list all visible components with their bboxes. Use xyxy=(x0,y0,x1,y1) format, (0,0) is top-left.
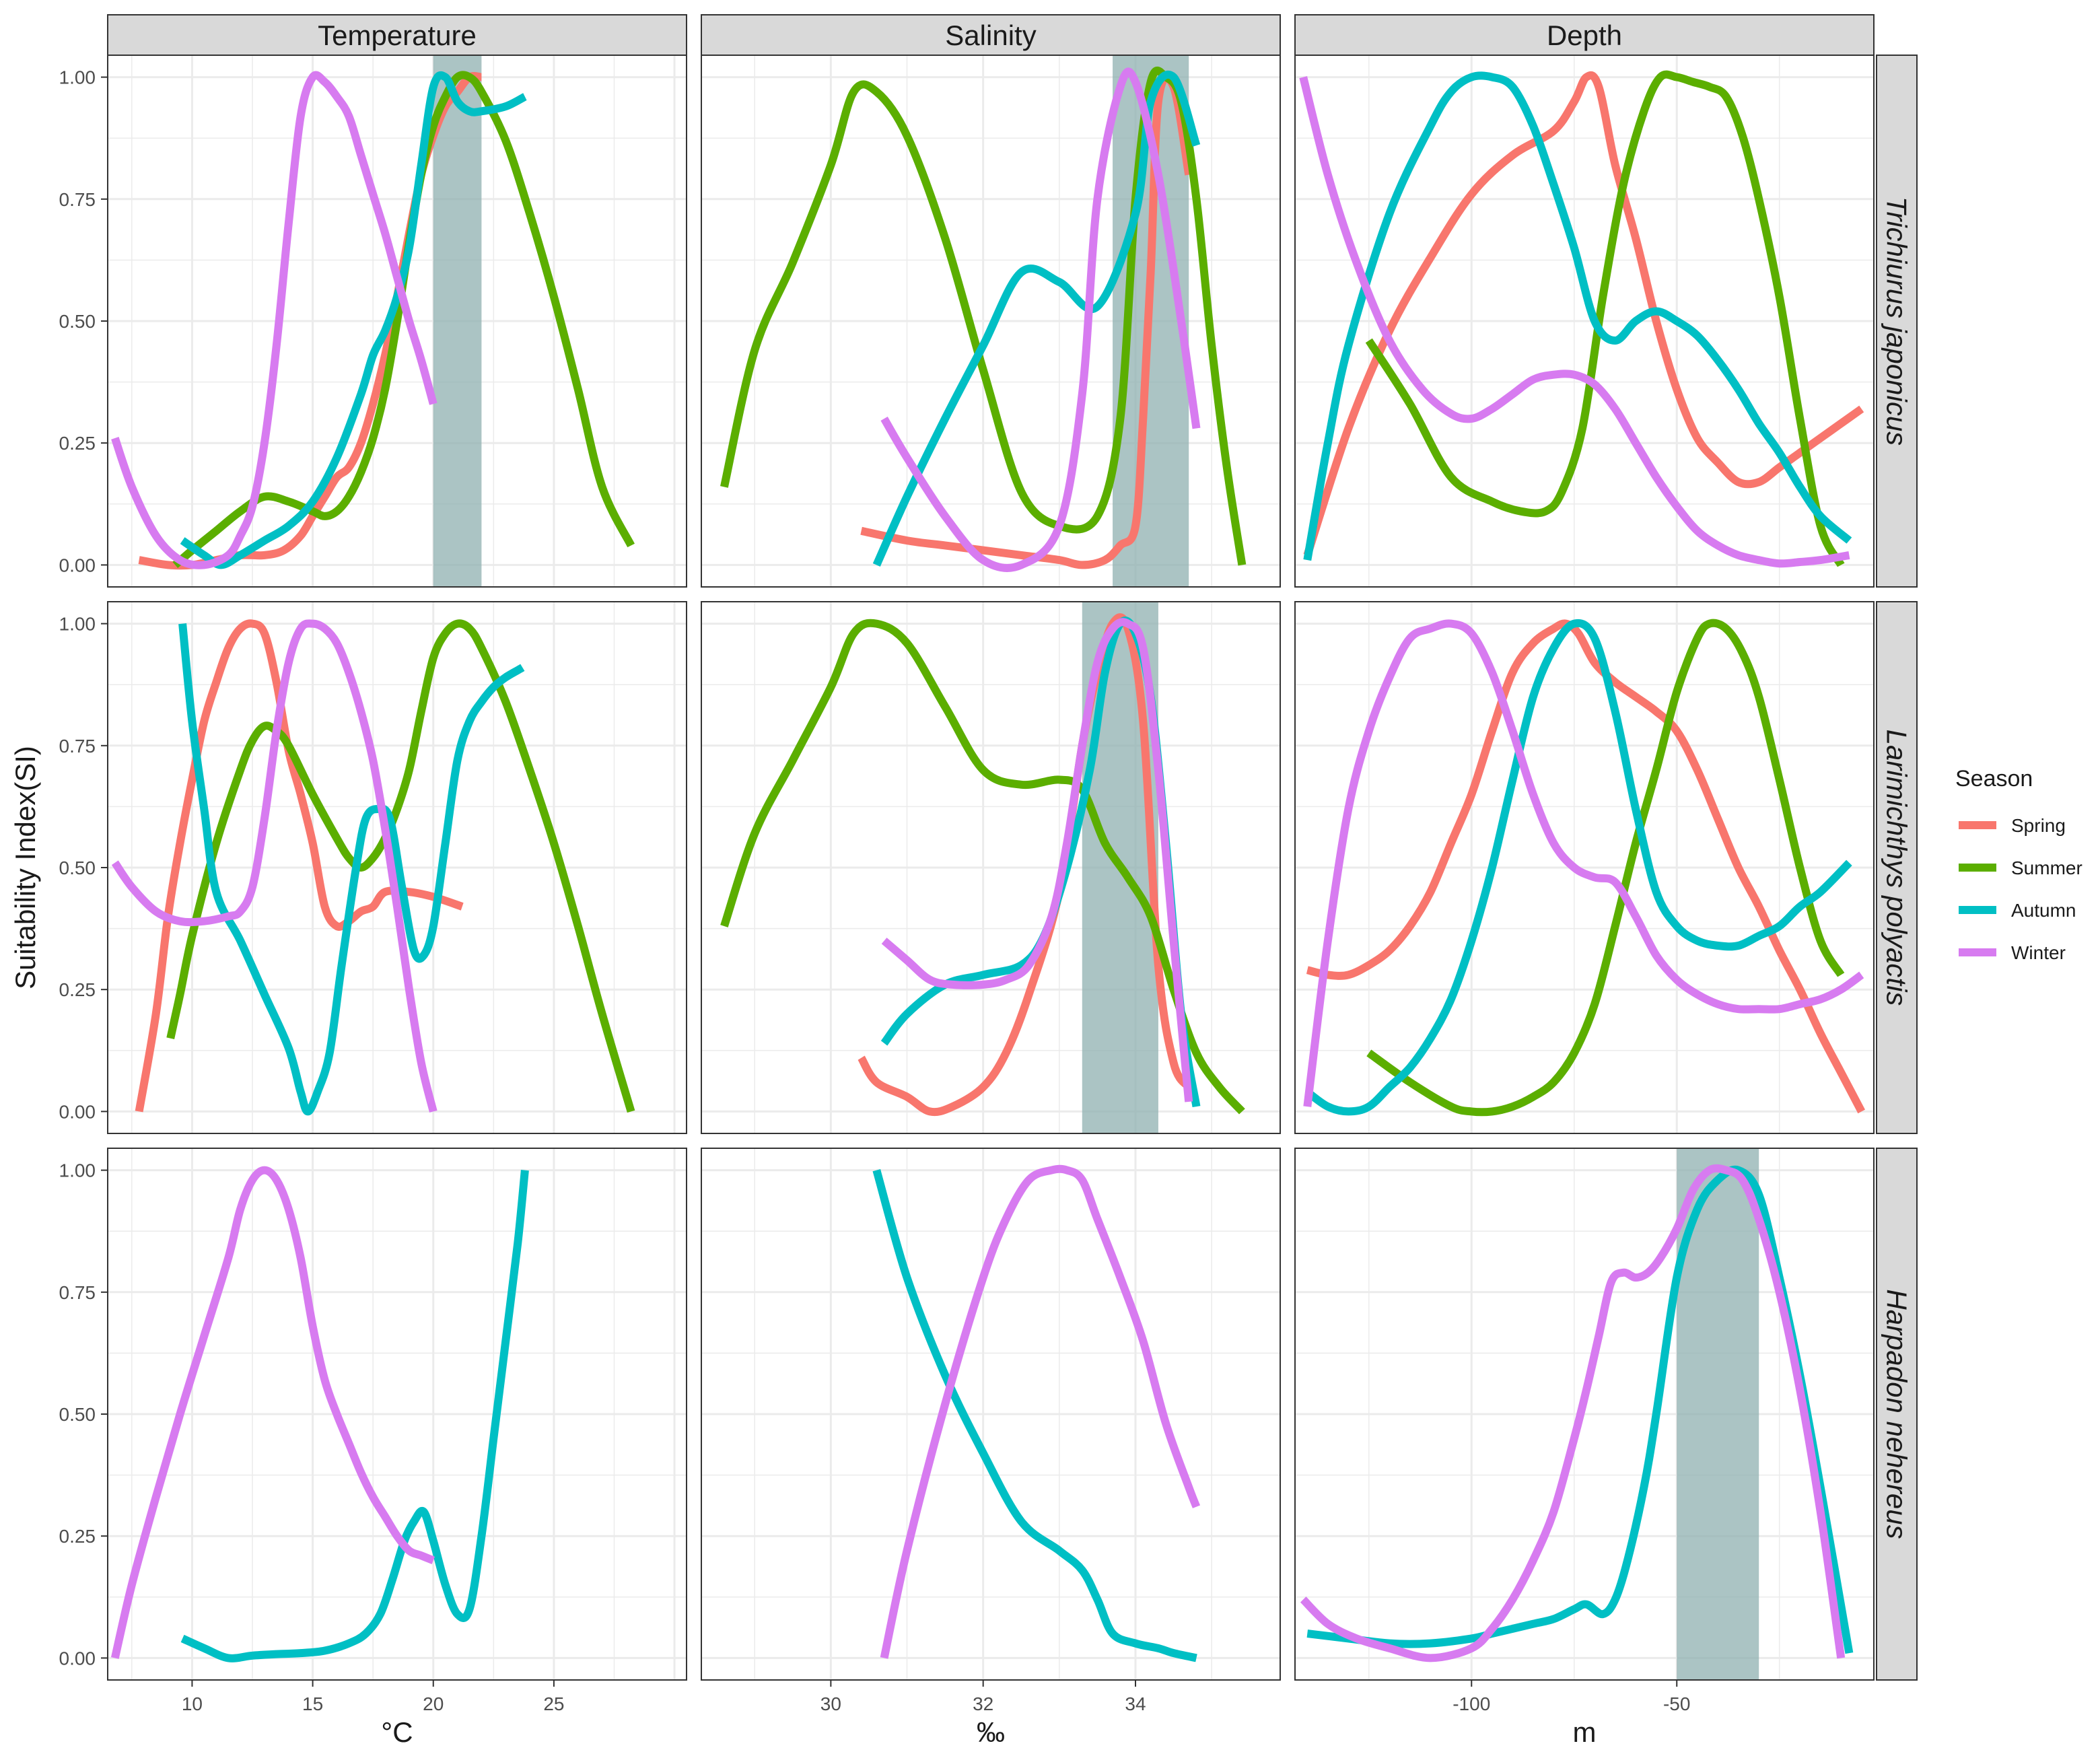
y-tick-label: 1.00 xyxy=(59,1160,96,1181)
x-tick-label: -100 xyxy=(1452,1693,1490,1714)
x-tick-label: 32 xyxy=(973,1693,993,1714)
series-line-summer xyxy=(1365,70,1845,567)
y-tick-label: 0.00 xyxy=(59,1101,96,1122)
panel-r2-c0 xyxy=(108,1148,687,1680)
strip-background xyxy=(1876,601,1918,1134)
x-tick-label: 25 xyxy=(543,1693,564,1714)
y-tick-label: 1.00 xyxy=(59,67,96,88)
strip-label: Salinity xyxy=(945,20,1036,51)
x-tick-label: 30 xyxy=(820,1693,841,1714)
strip-row-1: Larimichthys polyactis xyxy=(1876,601,1918,1134)
species-label: Larimichthys polyactis xyxy=(1881,730,1913,1006)
panel-r1-c2 xyxy=(1295,602,1874,1133)
y-axis-title: Suitability Index(SI) xyxy=(9,746,41,989)
series-line-summer xyxy=(720,67,1247,566)
y-tick-label: 0.00 xyxy=(59,555,96,575)
strip-background xyxy=(1876,55,1918,588)
series-line-winter xyxy=(880,1164,1201,1659)
series-line-autumn xyxy=(872,70,1201,567)
series-line-autumn xyxy=(1304,619,1852,1116)
series-line-winter xyxy=(111,619,438,1113)
strip-column-0: Temperature xyxy=(107,14,687,56)
y-tick-label: 1.00 xyxy=(59,614,96,635)
y-tick-label: 0.00 xyxy=(59,1648,96,1669)
strip-background xyxy=(1294,14,1875,56)
legend: Season Spring Summer Autumn Winter xyxy=(1955,766,2082,963)
legend-label: Autumn xyxy=(2011,900,2076,921)
strip-label: Depth xyxy=(1547,20,1622,51)
y-tick-label: 0.50 xyxy=(59,311,96,332)
series-line-spring xyxy=(135,619,464,1113)
y-tick-label: 0.25 xyxy=(59,1526,96,1547)
series-line-winter xyxy=(881,618,1193,1102)
x-tick-label: 34 xyxy=(1125,1693,1146,1714)
panel-border xyxy=(701,1148,1281,1681)
species-label: Harpadon nehereus xyxy=(1881,1289,1913,1539)
panel-2-1-data xyxy=(872,1164,1201,1662)
series-line-summer xyxy=(1366,619,1845,1117)
strip-background xyxy=(701,14,1281,56)
series-line-autumn xyxy=(1303,71,1852,561)
strip-row-0: Trichiurus japonicus xyxy=(1876,55,1918,588)
series-line-summer xyxy=(720,619,1245,1115)
x-tick-label: 20 xyxy=(423,1693,444,1714)
panel-2-2-data xyxy=(1300,1148,1854,1680)
panel-1-1-data xyxy=(720,602,1245,1133)
strip-row-2: Harpadon nehereus xyxy=(1876,1148,1918,1681)
y-tick-label: 0.25 xyxy=(59,433,96,454)
legend-label: Summer xyxy=(2011,857,2082,878)
panel-1-0-data xyxy=(111,619,635,1116)
y-tick-label: 0.75 xyxy=(59,1282,96,1303)
series-line-spring xyxy=(1303,71,1864,557)
panel-border xyxy=(1294,601,1875,1134)
strip-background xyxy=(107,14,687,56)
panel-border xyxy=(701,601,1281,1134)
panel-border xyxy=(1294,1148,1875,1681)
series-line-autumn xyxy=(180,1170,529,1662)
series-line-winter xyxy=(111,71,438,569)
x-tick-label: 15 xyxy=(302,1693,323,1714)
species-label: Trichiurus japonicus xyxy=(1881,197,1913,446)
legend-label: Winter xyxy=(2011,942,2066,963)
strip-column-1: Salinity xyxy=(701,14,1281,56)
panel-2-0-data xyxy=(110,1166,529,1662)
panel-r2-c1 xyxy=(701,1148,1280,1680)
optimal-range-band xyxy=(433,55,482,587)
panel-0-1-data xyxy=(720,55,1247,587)
x-tick-label: -50 xyxy=(1663,1693,1690,1714)
series-line-autumn xyxy=(178,623,525,1116)
y-tick-label: 0.75 xyxy=(59,189,96,210)
series-line-winter xyxy=(110,1166,435,1659)
x-axis-title: m xyxy=(1573,1716,1597,1748)
x-axis-title: ‰ xyxy=(977,1716,1005,1748)
strip-background xyxy=(1876,1148,1918,1681)
x-tick-label: 10 xyxy=(182,1693,203,1714)
series-line-winter xyxy=(1300,1164,1846,1662)
y-tick-label: 0.50 xyxy=(59,857,96,878)
strip-label: Temperature xyxy=(318,20,477,51)
series-line-winter xyxy=(1303,619,1864,1107)
series-line-winter xyxy=(1299,76,1850,568)
x-axis-title: °C xyxy=(381,1716,413,1748)
series-line-autumn xyxy=(872,1168,1197,1662)
series-line-winter xyxy=(880,67,1201,572)
panel-0-2-data xyxy=(1299,70,1864,568)
y-tick-label: 0.75 xyxy=(59,736,96,757)
panel-0-0-data xyxy=(111,55,635,587)
legend-label: Spring xyxy=(2011,815,2066,836)
legend-title: Season xyxy=(1955,766,2033,792)
strip-column-2: Depth xyxy=(1294,14,1875,56)
panel-1-2-data xyxy=(1303,619,1866,1117)
y-tick-label: 0.50 xyxy=(59,1404,96,1425)
y-tick-label: 0.25 xyxy=(59,979,96,1000)
series-line-autumn xyxy=(180,71,527,569)
